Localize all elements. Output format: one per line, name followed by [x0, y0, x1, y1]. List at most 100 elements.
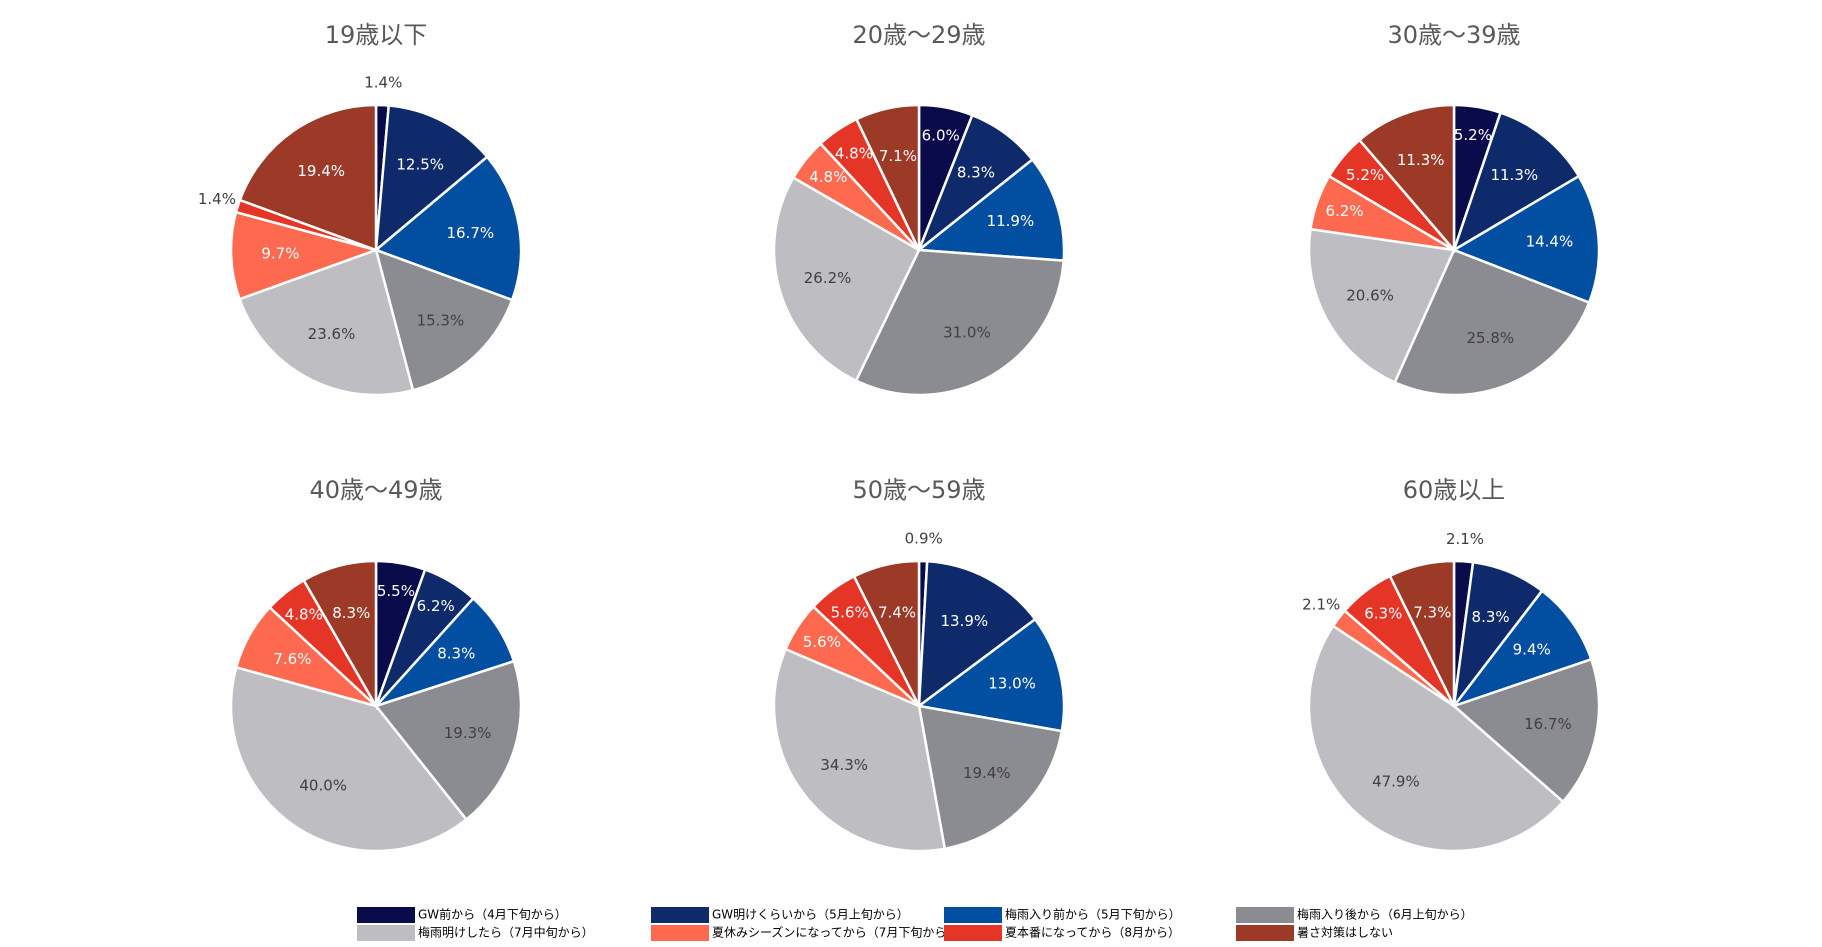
legend-swatch	[1236, 925, 1294, 941]
slice-label: 2.1%	[1446, 530, 1484, 548]
pie-slice	[1393, 248, 1591, 397]
pie-chart: 50歳～59歳 0.9% 13.9% 13.0% 19.4% 34.3% 5.6% 5.6% 7…	[772, 476, 1066, 853]
legend-label: 暑さ対策はしない	[1297, 926, 1393, 940]
slice-label: 7.3%	[1413, 603, 1451, 621]
legend-label: 夏本番になってから（8月から）	[1005, 926, 1180, 940]
slice-label: 34.3%	[820, 756, 868, 774]
slice-label: 20.6%	[1346, 287, 1394, 305]
legend-swatch	[1236, 907, 1294, 923]
pie-slice	[1357, 103, 1456, 254]
pie-slice	[854, 103, 921, 251]
slice-label: 19.4%	[963, 764, 1011, 782]
slice-label: 7.6%	[273, 650, 311, 668]
pie-slice	[1451, 657, 1601, 804]
legend-label: GW前から（4月下旬から）	[418, 907, 567, 922]
pie-slice	[373, 155, 523, 302]
pie-slice	[373, 659, 523, 822]
slice-label: 40.0%	[299, 776, 347, 794]
slice-label: 6.2%	[417, 597, 455, 615]
slice-label: 9.4%	[1513, 641, 1551, 659]
slice-label: 13.0%	[988, 674, 1036, 692]
slice-label: 0.9%	[905, 530, 943, 548]
pie-slice	[229, 210, 381, 301]
legend-swatch	[651, 907, 709, 923]
slice-label: 31.0%	[943, 323, 991, 341]
chart-title: 50歳～59歳	[852, 476, 985, 504]
legend-label: 梅雨明けしたら（7月中旬から）	[418, 925, 594, 940]
legend-swatch	[944, 925, 1002, 941]
pie-slice	[1388, 559, 1456, 707]
slice-label: 5.6%	[831, 604, 869, 622]
chart-title: 30歳～39歳	[1387, 21, 1520, 49]
slice-label: 2.1%	[1302, 595, 1340, 613]
slice-label: 19.3%	[444, 724, 492, 742]
legend: GW前から（4月下旬から） GW明けくらいから（5月上旬から） 梅雨入り前から（5月…	[357, 907, 1473, 941]
pie-slice	[917, 559, 1037, 709]
pie-slice	[1307, 624, 1565, 853]
pie-slice	[238, 103, 378, 252]
slice-label: 8.3%	[332, 604, 370, 622]
slice-label: 11.3%	[1490, 166, 1538, 184]
legend-swatch	[357, 907, 415, 923]
chart-title: 60歳以上	[1403, 476, 1506, 504]
slice-label: 1.4%	[198, 190, 236, 208]
legend-label: 梅雨入り前から（5月下旬から）	[1005, 907, 1181, 922]
slice-label: 6.2%	[1326, 202, 1364, 220]
pie-slice	[302, 559, 378, 711]
slice-label: 47.9%	[1372, 773, 1420, 791]
slice-label: 5.2%	[1454, 126, 1492, 144]
slice-label: 4.8%	[809, 168, 847, 186]
pie-chart: 60歳以上 2.1% 8.3%9.4% 16.7% 47.9% 2.1% 6.3% 7.3%	[1302, 476, 1601, 853]
slice-label: 4.8%	[285, 606, 323, 624]
slice-label: 9.7%	[261, 244, 299, 262]
legend-label: 梅雨入り後から（6月上旬から）	[1297, 907, 1473, 922]
slice-label: 5.5%	[377, 582, 415, 600]
slice-label: 8.3%	[1472, 608, 1510, 626]
legend-swatch	[944, 907, 1002, 923]
pie-slice	[915, 617, 1066, 733]
pie-chart: 40歳～49歳 5.5%6.2% 8.3% 19.3% 40.0% 7.6% 4.8% 8.3…	[229, 476, 523, 853]
chart-title: 20歳～29歳	[852, 21, 985, 49]
slice-label: 4.8%	[835, 145, 873, 163]
pie-chart: 19歳以下 1.4% 12.5% 16.7% 15.3% 23.6% 9.7% 1.4% 19.…	[198, 21, 523, 397]
slice-label: 19.4%	[297, 162, 345, 180]
slice-label: 11.9%	[987, 212, 1035, 230]
slice-label: 11.3%	[1397, 151, 1445, 169]
pie-slice	[374, 248, 514, 392]
slice-label: 7.1%	[879, 147, 917, 165]
chart-title: 40歳～49歳	[309, 476, 442, 504]
pie-chart: 20歳～29歳 6.0% 8.3% 11.9% 31.0% 26.2% 4.8% 4.8% 7.…	[772, 21, 1066, 397]
slice-label: 1.4%	[364, 74, 402, 92]
slice-label: 16.7%	[446, 224, 494, 242]
pie-slice	[237, 248, 415, 397]
slice-label: 25.8%	[1466, 329, 1514, 347]
chart-title: 19歳以下	[325, 21, 428, 49]
slice-label: 26.2%	[804, 269, 852, 287]
slice-label: 12.5%	[396, 156, 444, 174]
pie-slice	[1450, 589, 1593, 709]
legend-label: 夏休みシーズンになってから（7月下旬から）	[712, 925, 958, 940]
pie-slice	[229, 665, 469, 853]
legend-swatch	[357, 925, 415, 941]
pie-slice	[1307, 227, 1456, 384]
legend-swatch	[651, 925, 709, 941]
slice-label: 8.3%	[437, 645, 475, 663]
slice-label: 23.6%	[308, 325, 356, 343]
slice-label: 5.2%	[1346, 166, 1384, 184]
pie-slice	[852, 559, 921, 707]
pie-slice	[374, 104, 489, 253]
pie-chart: 30歳～39歳 5.2% 11.3% 14.4% 25.8% 20.6% 6.2% 5.2% 1…	[1307, 21, 1601, 397]
pie-slice	[917, 704, 1064, 851]
slice-label: 6.3%	[1364, 605, 1402, 623]
slice-label: 6.0%	[922, 127, 960, 145]
pie-slice	[772, 175, 921, 383]
legend-label: GW明けくらいから（5月上旬から）	[712, 908, 909, 922]
slice-label: 14.4%	[1526, 233, 1574, 251]
pie-slice	[854, 248, 1065, 397]
slice-label: 8.3%	[957, 164, 995, 182]
slice-label: 5.6%	[803, 633, 841, 651]
pie-slice	[1451, 111, 1581, 253]
pie-slice	[1451, 174, 1601, 305]
pie-slice	[915, 157, 1066, 263]
